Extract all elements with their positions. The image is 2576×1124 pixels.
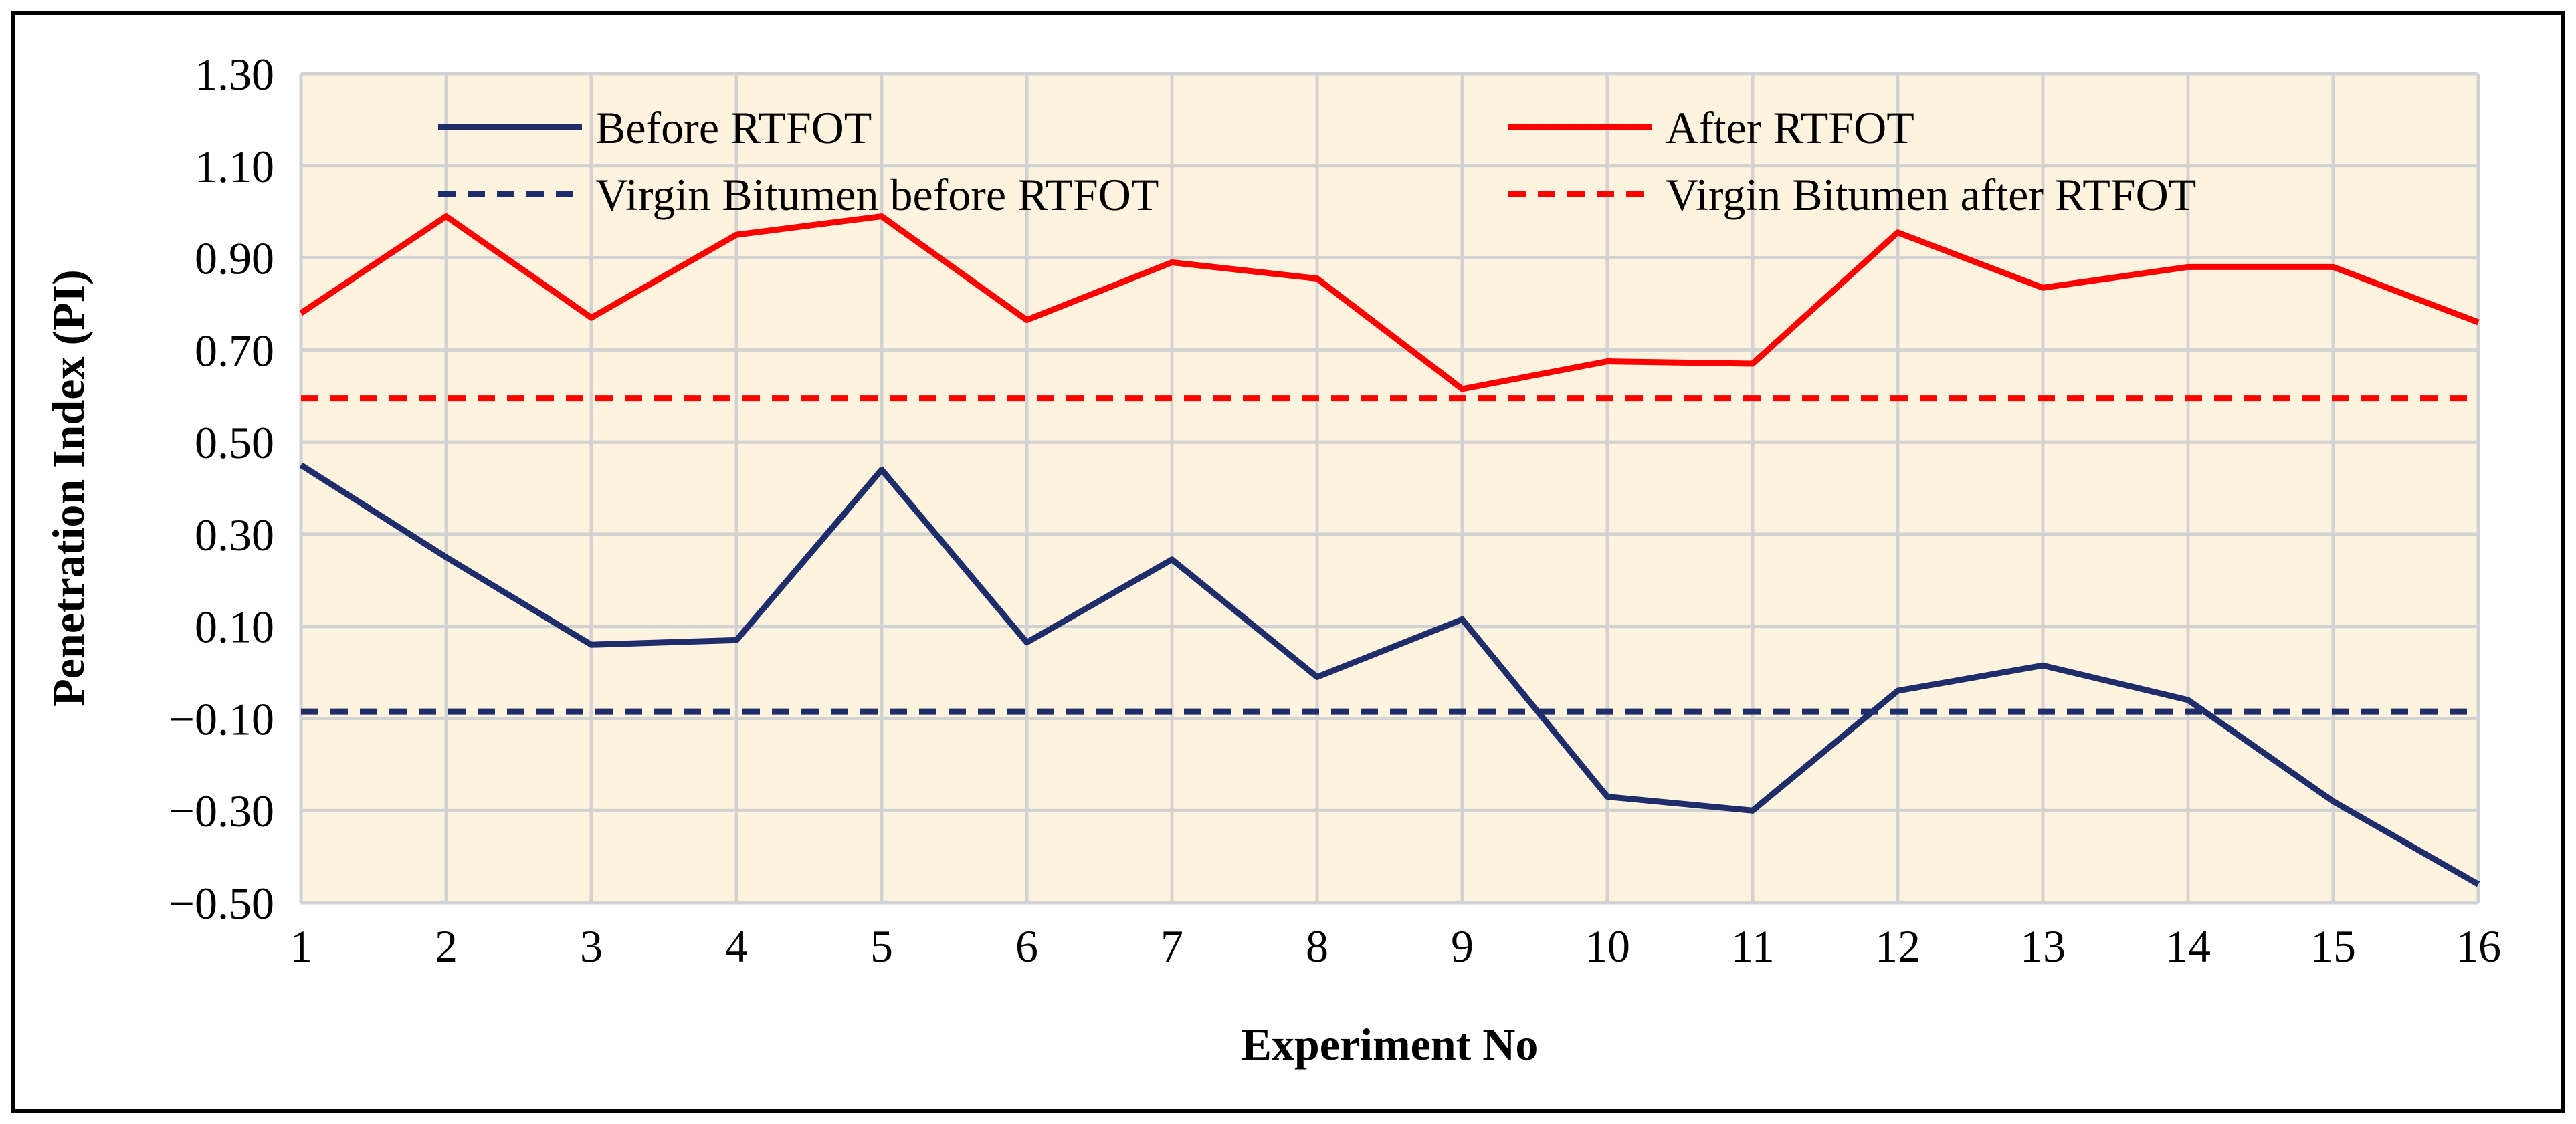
y-tick-label: 0.30	[195, 510, 274, 560]
plot-area	[301, 74, 2478, 903]
legend-label-1: After RTFOT	[1666, 102, 1914, 153]
gridlines	[299, 72, 2480, 905]
x-tick-label: 14	[2165, 921, 2211, 972]
y-tick-label: 1.30	[195, 49, 274, 100]
x-tick-label: 8	[1306, 921, 1328, 972]
series-line-1	[299, 213, 2480, 392]
y-tick-label: 0.70	[195, 325, 274, 376]
x-tick-label: 1	[290, 921, 312, 972]
y-tick-label: −0.30	[169, 786, 274, 836]
y-tick-label: −0.50	[169, 878, 274, 929]
x-tick-label: 6	[1015, 921, 1038, 972]
x-tick-label: 10	[1585, 921, 1630, 972]
y-tick-label: 0.90	[195, 233, 274, 284]
y-tick-label: 1.10	[195, 141, 274, 192]
x-tick-label: 16	[2456, 921, 2501, 972]
x-tick-label: 7	[1161, 921, 1183, 972]
series-line-0	[299, 462, 2480, 887]
x-tick-label: 4	[725, 921, 748, 972]
x-axis-title: Experiment No	[1242, 1019, 1539, 1070]
x-tick-label: 12	[1875, 921, 1920, 972]
y-tick-label: 0.10	[195, 602, 274, 653]
x-tick-label: 9	[1451, 921, 1474, 972]
legend-label-2: Virgin Bitumen before RTFOT	[595, 169, 1159, 220]
x-tick-label: 11	[1730, 921, 1774, 972]
y-axis-title: Penetration Index (PI)	[43, 269, 94, 706]
x-tick-label: 5	[870, 921, 893, 972]
legend-label-0: Before RTFOT	[595, 102, 872, 153]
x-axis-ticks: 1 2 3 4 5 6 7 8 9 10 11 12 13 14 15 16	[290, 921, 2501, 972]
legend-label-3: Virgin Bitumen after RTFOT	[1666, 169, 2196, 220]
x-tick-label: 13	[2020, 921, 2066, 972]
legend: Before RTFOT After RTFOT Virgin Bitumen be…	[438, 102, 2196, 220]
y-tick-label: −0.10	[169, 693, 274, 744]
x-tick-label: 15	[2310, 921, 2356, 972]
series-lines	[299, 213, 2480, 887]
y-tick-label: 0.50	[195, 417, 274, 468]
x-tick-label: 2	[435, 921, 458, 972]
y-axis-ticks: −0.50 −0.30 −0.10 0.10 0.30 0.50 0.70 0.90 1.10 1…	[169, 49, 274, 929]
x-tick-label: 3	[580, 921, 603, 972]
